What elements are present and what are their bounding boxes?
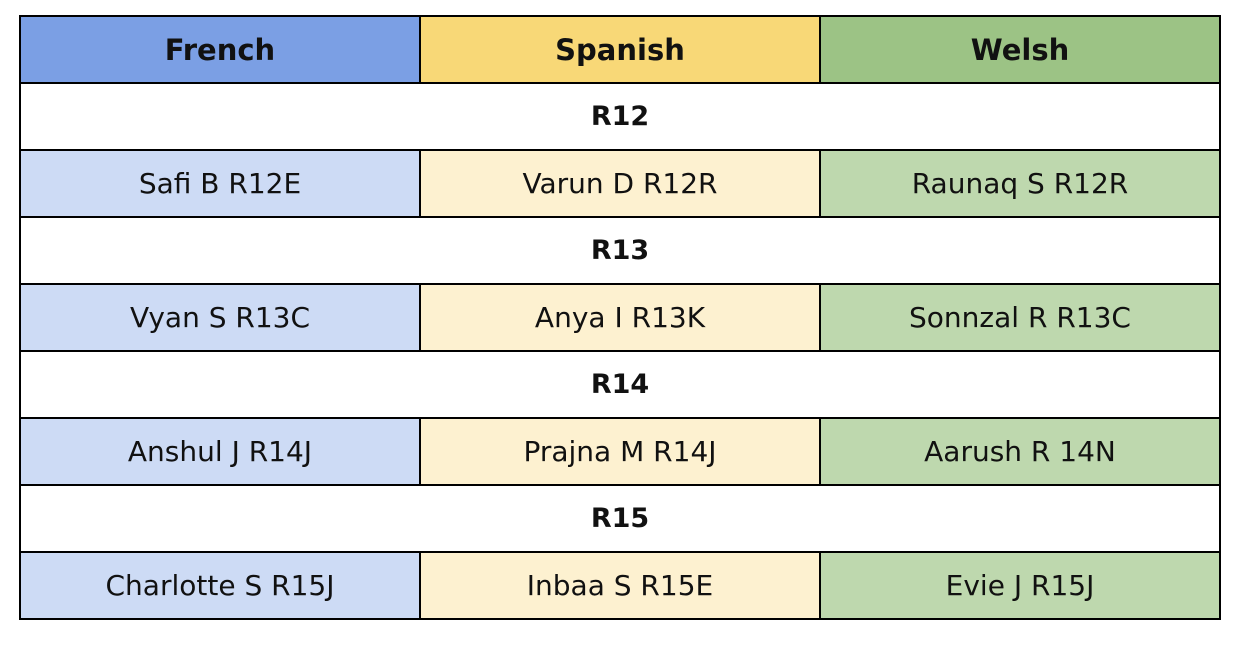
header-spanish: Spanish <box>419 15 821 84</box>
french-cell: Charlotte S R15J <box>19 551 421 620</box>
header-french: French <box>19 15 421 84</box>
spanish-cell: Inbaa S R15E <box>419 551 821 620</box>
header-welsh: Welsh <box>819 15 1221 84</box>
table-row: Charlotte S R15J Inbaa S R15E Evie J R15… <box>19 551 1221 620</box>
welsh-cell: Raunaq S R12R <box>819 149 1221 218</box>
group-row-r13: R13 <box>19 216 1221 285</box>
header-row: French Spanish Welsh <box>19 15 1221 84</box>
spanish-cell: Varun D R12R <box>419 149 821 218</box>
group-label: R14 <box>19 350 1221 419</box>
language-table: French Spanish Welsh R12 Safi B R12E Var… <box>19 15 1221 620</box>
spanish-cell: Anya I R13K <box>419 283 821 352</box>
group-row-r14: R14 <box>19 350 1221 419</box>
french-cell: Safi B R12E <box>19 149 421 218</box>
french-cell: Vyan S R13C <box>19 283 421 352</box>
group-label: R12 <box>19 82 1221 151</box>
welsh-cell: Evie J R15J <box>819 551 1221 620</box>
spanish-cell: Prajna M R14J <box>419 417 821 486</box>
group-label: R15 <box>19 484 1221 553</box>
group-row-r15: R15 <box>19 484 1221 553</box>
group-label: R13 <box>19 216 1221 285</box>
french-cell: Anshul J R14J <box>19 417 421 486</box>
group-row-r12: R12 <box>19 82 1221 151</box>
welsh-cell: Aarush R 14N <box>819 417 1221 486</box>
table-row: Safi B R12E Varun D R12R Raunaq S R12R <box>19 149 1221 218</box>
welsh-cell: Sonnzal R R13C <box>819 283 1221 352</box>
table-row: Vyan S R13C Anya I R13K Sonnzal R R13C <box>19 283 1221 352</box>
table-row: Anshul J R14J Prajna M R14J Aarush R 14N <box>19 417 1221 486</box>
